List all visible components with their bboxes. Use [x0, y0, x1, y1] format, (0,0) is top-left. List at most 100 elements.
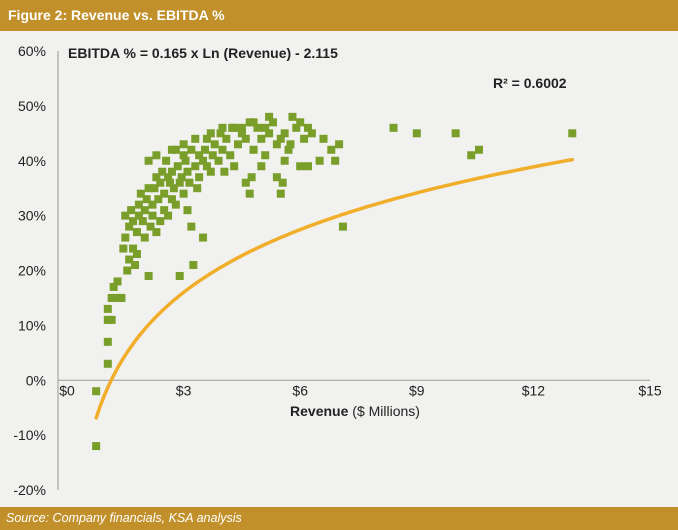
scatter-point — [280, 156, 289, 165]
scatter-point — [171, 200, 180, 209]
scatter-point — [164, 173, 173, 182]
scatter-point — [230, 162, 239, 171]
scatter-point — [92, 442, 101, 451]
scatter-point — [199, 156, 208, 165]
scatter-point — [109, 282, 118, 291]
scatter-point — [175, 271, 184, 280]
y-tick-label: -10% — [13, 427, 46, 443]
scatter-point — [119, 244, 128, 253]
scatter-point — [173, 162, 182, 171]
scatter-point — [253, 123, 262, 132]
scatter-point — [202, 162, 211, 171]
scatter-point — [167, 145, 176, 154]
figure-title-bar: Figure 2: Revenue vs. EBITDA % — [0, 0, 678, 31]
trendline-equation-label: EBITDA % = 0.165 x Ln (Revenue) - 2.115 — [68, 45, 338, 61]
y-tick-label: 10% — [18, 317, 46, 333]
scatter-point — [162, 156, 171, 165]
scatter-point — [144, 184, 153, 193]
scatter-point — [280, 129, 289, 138]
revenue-vs-ebitda-scatter-chart: 60% 50% 40% 30% 20% 10% 0% -10% -20% $0 $3 $6 $9 $12 $… — [13, 43, 662, 498]
scatter-point — [195, 151, 204, 160]
scatter-point — [140, 233, 149, 242]
scatter-point — [276, 134, 285, 143]
scatter-point — [138, 217, 147, 226]
scatter-point — [125, 222, 134, 231]
scatter-point — [107, 293, 116, 302]
scatter-point — [146, 222, 155, 231]
scatter-point — [234, 140, 243, 149]
scatter-point — [278, 178, 287, 187]
scatter-point — [148, 200, 157, 209]
scatter-point — [303, 162, 312, 171]
x-tick-label: $12 — [522, 382, 546, 398]
scatter-point — [185, 178, 194, 187]
scatter-point — [154, 195, 163, 204]
scatter-point — [276, 189, 285, 198]
scatter-point — [132, 250, 141, 259]
chart-axes: 60% 50% 40% 30% 20% 10% 0% -10% -20% $0 $3 $6 $9 $12 $… — [13, 43, 662, 498]
scatter-point — [412, 129, 421, 138]
scatter-point — [307, 129, 316, 138]
scatter-point — [134, 200, 143, 209]
scatter-point — [319, 134, 328, 143]
scatter-point — [131, 261, 140, 270]
scatter-point — [152, 173, 161, 182]
x-tick-label: $9 — [409, 382, 425, 398]
x-axis-title-bold: Revenue — [290, 403, 349, 419]
scatter-point — [187, 145, 196, 154]
scatter-point — [286, 140, 295, 149]
scatter-point — [296, 118, 305, 127]
scatter-point — [179, 151, 188, 160]
scatter-point — [125, 255, 134, 264]
scatter-point — [123, 266, 132, 275]
scatter-point — [195, 173, 204, 182]
scatter-point — [202, 134, 211, 143]
scatter-point — [140, 206, 149, 215]
scatter-point — [121, 211, 130, 220]
chart-trendline — [94, 157, 575, 420]
scatter-point — [208, 151, 217, 160]
y-tick-label: 60% — [18, 43, 46, 59]
scatter-point — [144, 156, 153, 165]
scatter-point — [127, 206, 136, 215]
scatter-point — [179, 189, 188, 198]
scatter-point — [129, 217, 138, 226]
scatter-point — [568, 129, 577, 138]
scatter-point — [167, 167, 176, 176]
scatter-point — [300, 134, 309, 143]
scatter-point — [222, 134, 231, 143]
scatter-point — [241, 178, 250, 187]
scatter-point — [296, 162, 305, 171]
figure-source: Source: Company financials, KSA analysis — [6, 511, 242, 525]
scatter-point — [160, 189, 169, 198]
scatter-point — [164, 211, 173, 220]
scatter-point — [167, 195, 176, 204]
figure-source-bar: Source: Company financials, KSA analysis — [0, 507, 678, 530]
scatter-point — [132, 228, 141, 237]
figure-title: Figure 2: Revenue vs. EBITDA % — [8, 7, 225, 23]
x-tick-label: $15 — [638, 382, 662, 398]
scatter-point — [474, 145, 483, 154]
scatter-point — [335, 140, 344, 149]
x-axis-title-units: ($ Millions) — [348, 403, 420, 419]
scatter-point — [245, 189, 254, 198]
scatter-point — [177, 173, 186, 182]
y-tick-label: 40% — [18, 153, 46, 169]
scatter-point — [288, 112, 297, 121]
scatter-point — [249, 145, 258, 154]
scatter-point — [389, 123, 398, 132]
y-tick-label: 20% — [18, 263, 46, 279]
scatter-point — [331, 156, 340, 165]
scatter-point — [303, 123, 312, 132]
scatter-point — [265, 112, 274, 121]
scatter-point — [183, 206, 192, 215]
scatter-point — [129, 244, 138, 253]
x-tick-label: $0 — [59, 382, 75, 398]
scatter-point — [451, 129, 460, 138]
scatter-point — [228, 123, 237, 132]
scatter-point — [121, 233, 130, 242]
scatter-point — [191, 162, 200, 171]
scatter-point — [160, 206, 169, 215]
scatter-point — [193, 184, 202, 193]
r-squared-label: R² = 0.6002 — [493, 75, 567, 91]
